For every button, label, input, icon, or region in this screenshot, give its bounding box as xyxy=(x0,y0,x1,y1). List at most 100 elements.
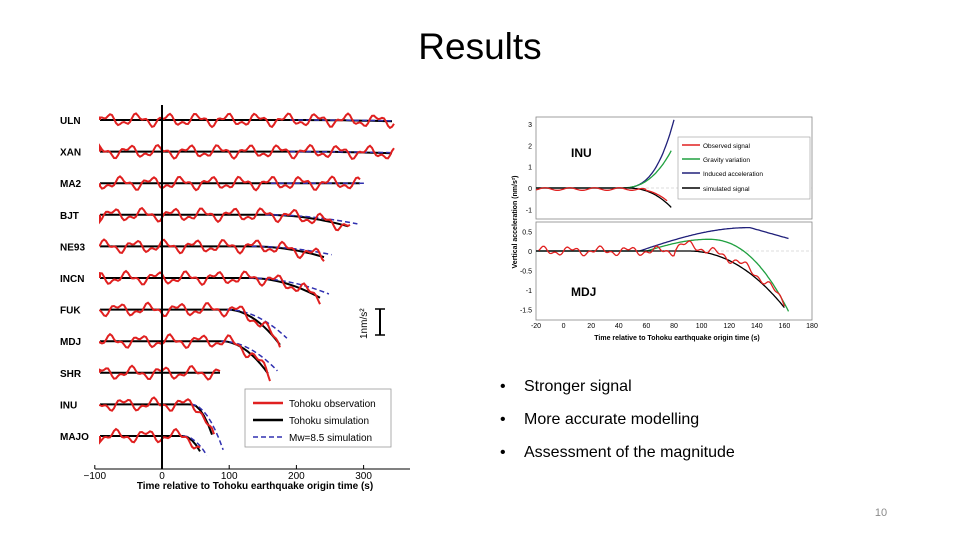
x-tick-label: −100 xyxy=(84,471,107,482)
x-tick-label: 60 xyxy=(643,323,651,330)
station-label: SHR xyxy=(60,369,82,380)
page-number: 10 xyxy=(874,507,888,519)
mw85-trace xyxy=(226,308,288,339)
station-traces-chart: ULN XAN MA2 BJT NE93 INCN FUK MDJ SHR INU MAJO −10… xyxy=(60,105,410,492)
observation-trace xyxy=(99,175,361,192)
x-tick-label: 100 xyxy=(221,471,238,482)
mw85-trace xyxy=(182,435,208,456)
observation-trace xyxy=(99,301,281,348)
station-traces xyxy=(99,112,395,456)
bullet-item: • Assessment of the magnitude xyxy=(500,442,735,475)
y-tick-label: 0.5 xyxy=(522,230,532,237)
y-tick-label: -0.5 xyxy=(520,269,532,276)
x-axis-label: Time relative to Tohoku earthquake origi… xyxy=(137,481,373,492)
y-tick-label: 3 xyxy=(528,122,532,129)
bullet-text: Stronger signal xyxy=(524,378,632,395)
y-tick-label: 0 xyxy=(528,186,532,193)
mdj-traces xyxy=(536,226,790,312)
legend-induced: Induced acceleration xyxy=(703,171,763,178)
legend: Tohoku observation Tohoku simulation Mw=… xyxy=(244,388,392,448)
x-axis-ticks: -20 0 20 40 60 80 100 120 140 160 180 xyxy=(531,323,818,330)
observation-trace xyxy=(99,112,395,130)
observed-trace xyxy=(538,240,786,307)
y-tick-label: -1 xyxy=(526,207,532,214)
observation-trace xyxy=(99,332,271,382)
station-label: INU xyxy=(60,400,77,411)
observation-trace xyxy=(99,206,351,232)
observation-trace xyxy=(99,427,201,450)
x-axis-ticks: −100 0 100 200 300 xyxy=(84,465,372,482)
inu-y-ticks: 3 2 1 0 -1 xyxy=(526,122,532,214)
legend-simulation: Tohoku simulation xyxy=(289,416,369,427)
simulation-trace xyxy=(100,150,393,155)
x-tick-label: 80 xyxy=(670,323,678,330)
inu-traces xyxy=(535,119,675,208)
x-tick-label: 180 xyxy=(806,323,818,330)
x-tick-label: 100 xyxy=(696,323,708,330)
y-tick-label: 0 xyxy=(528,249,532,256)
y-tick-label: -1.5 xyxy=(520,308,532,315)
station-label: NE93 xyxy=(60,242,85,253)
legend-gravity: Gravity variation xyxy=(703,157,750,164)
inu-panel xyxy=(535,116,813,220)
observation-trace xyxy=(99,396,215,435)
observation-trace xyxy=(99,269,321,305)
simulation-trace xyxy=(100,435,201,452)
simulation-trace xyxy=(100,213,349,228)
y-tick-label: 2 xyxy=(528,143,532,150)
station-labels: ULN XAN MA2 BJT NE93 INCN FUK MDJ SHR INU MAJO xyxy=(60,116,89,443)
bullet-item: • More accurate modelling xyxy=(500,409,735,442)
mw85-trace xyxy=(191,403,224,451)
x-tick-label: -20 xyxy=(531,323,541,330)
scale-bar: 1nm/s² xyxy=(359,308,385,339)
y-tick-label: 1 xyxy=(528,165,532,172)
simulated-trace xyxy=(536,250,785,309)
legend-observation: Tohoku observation xyxy=(289,399,376,410)
station-label: ULN xyxy=(60,116,81,127)
scale-label: 1nm/s² xyxy=(359,308,370,339)
bullet-list: • Stronger signal • More accurate modellin… xyxy=(500,376,735,475)
inu-legend: Observed signal Gravity variation Induce… xyxy=(677,136,811,200)
station-label: FUK xyxy=(60,306,81,317)
bullet-item: • Stronger signal xyxy=(500,376,735,409)
inu-panel-label: INU xyxy=(571,146,592,160)
y-axis-label: Vertical acceleration (nm/s²) xyxy=(512,176,519,269)
observation-trace xyxy=(99,238,325,262)
station-label: BJT xyxy=(60,211,79,222)
legend-observed: Observed signal xyxy=(703,143,751,150)
station-label: MDJ xyxy=(60,337,81,348)
mw85-trace xyxy=(221,340,278,372)
legend-mw: Mw=8.5 simulation xyxy=(289,433,372,444)
x-axis-label: Time relative to Tohoku earthquake origi… xyxy=(594,335,759,342)
observation-trace xyxy=(99,143,395,161)
x-tick-label: 0 xyxy=(562,323,566,330)
x-tick-label: 0 xyxy=(159,471,165,482)
inu-mdj-chart: Vertical acceleration (nm/s²) 3 2 1 0 -1 INU… xyxy=(512,116,818,342)
bullet-text: Assessment of the magnitude xyxy=(524,444,735,461)
legend-simulated: simulated signal xyxy=(703,186,750,193)
x-tick-label: 200 xyxy=(288,471,305,482)
x-tick-label: 40 xyxy=(615,323,623,330)
x-tick-label: 20 xyxy=(587,323,595,330)
simulation-trace xyxy=(100,308,281,346)
x-tick-label: 140 xyxy=(751,323,763,330)
bullet-text: More accurate modelling xyxy=(524,411,700,428)
mdj-panel-label: MDJ xyxy=(571,285,596,299)
station-label: MAJO xyxy=(60,432,89,443)
station-label: INCN xyxy=(60,274,84,285)
y-tick-label: -1 xyxy=(526,288,532,295)
mw85-trace xyxy=(248,277,330,295)
slide-title: Results xyxy=(418,26,542,67)
mw85-trace xyxy=(290,150,395,154)
station-label: MA2 xyxy=(60,179,82,190)
x-tick-label: 300 xyxy=(355,471,372,482)
observed-trace xyxy=(535,187,668,202)
x-tick-label: 120 xyxy=(723,323,735,330)
mdj-y-ticks: 0.5 0 -0.5 -1 -1.5 xyxy=(520,230,532,315)
simulation-trace xyxy=(100,245,325,259)
x-tick-label: 160 xyxy=(779,323,791,330)
station-label: XAN xyxy=(60,148,81,159)
observation-trace xyxy=(99,364,221,381)
mdj-panel xyxy=(535,221,813,321)
simulated-trace xyxy=(536,187,672,208)
